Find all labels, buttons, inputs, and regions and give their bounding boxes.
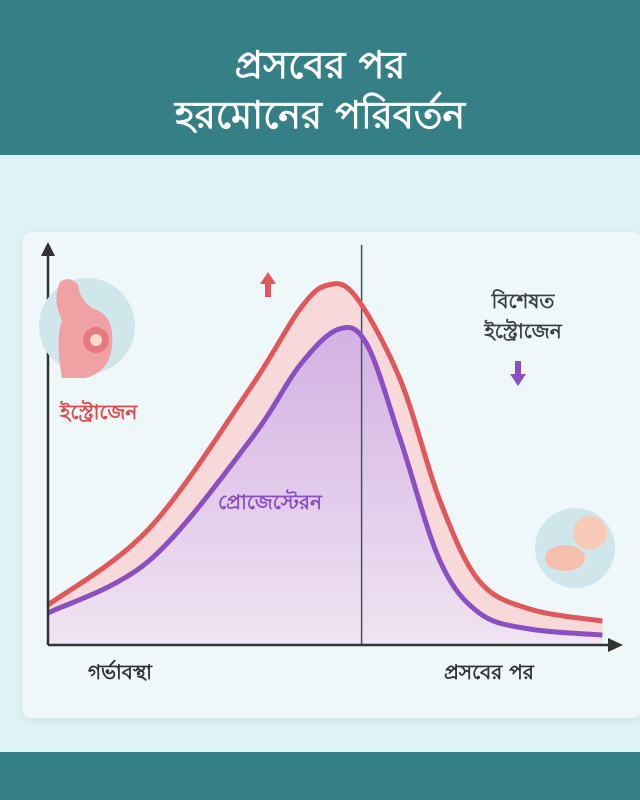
title-line-2: হরমোনের পরিবর্তন bbox=[174, 93, 466, 137]
header: প্রসবের পর হরমোনের পরিবর্তন bbox=[0, 0, 640, 155]
pregnant-woman-icon bbox=[39, 278, 135, 378]
title-line-1: প্রসবের পর bbox=[234, 43, 406, 87]
progesterone-label: প্রোজেস্টেরন bbox=[218, 490, 322, 514]
estrogen-label: ইস্ট্রোজেন bbox=[60, 400, 138, 424]
estrogen-line bbox=[46, 281, 603, 624]
newborn-baby-icon bbox=[535, 508, 615, 588]
x-label-postpartum: প্রসবের পর bbox=[444, 660, 534, 684]
footer-band bbox=[0, 752, 640, 800]
x-label-pregnancy: গর্ভাবস্থা bbox=[88, 660, 152, 684]
progesterone-line bbox=[46, 324, 603, 638]
x-axis bbox=[48, 638, 623, 652]
progesterone-area bbox=[48, 327, 603, 645]
arrow-up-icon bbox=[260, 272, 276, 297]
especially-estrogen-annotation: বিশেষত ইস্ট্রোজেন bbox=[484, 289, 562, 343]
arrow-down-icon bbox=[510, 361, 526, 386]
